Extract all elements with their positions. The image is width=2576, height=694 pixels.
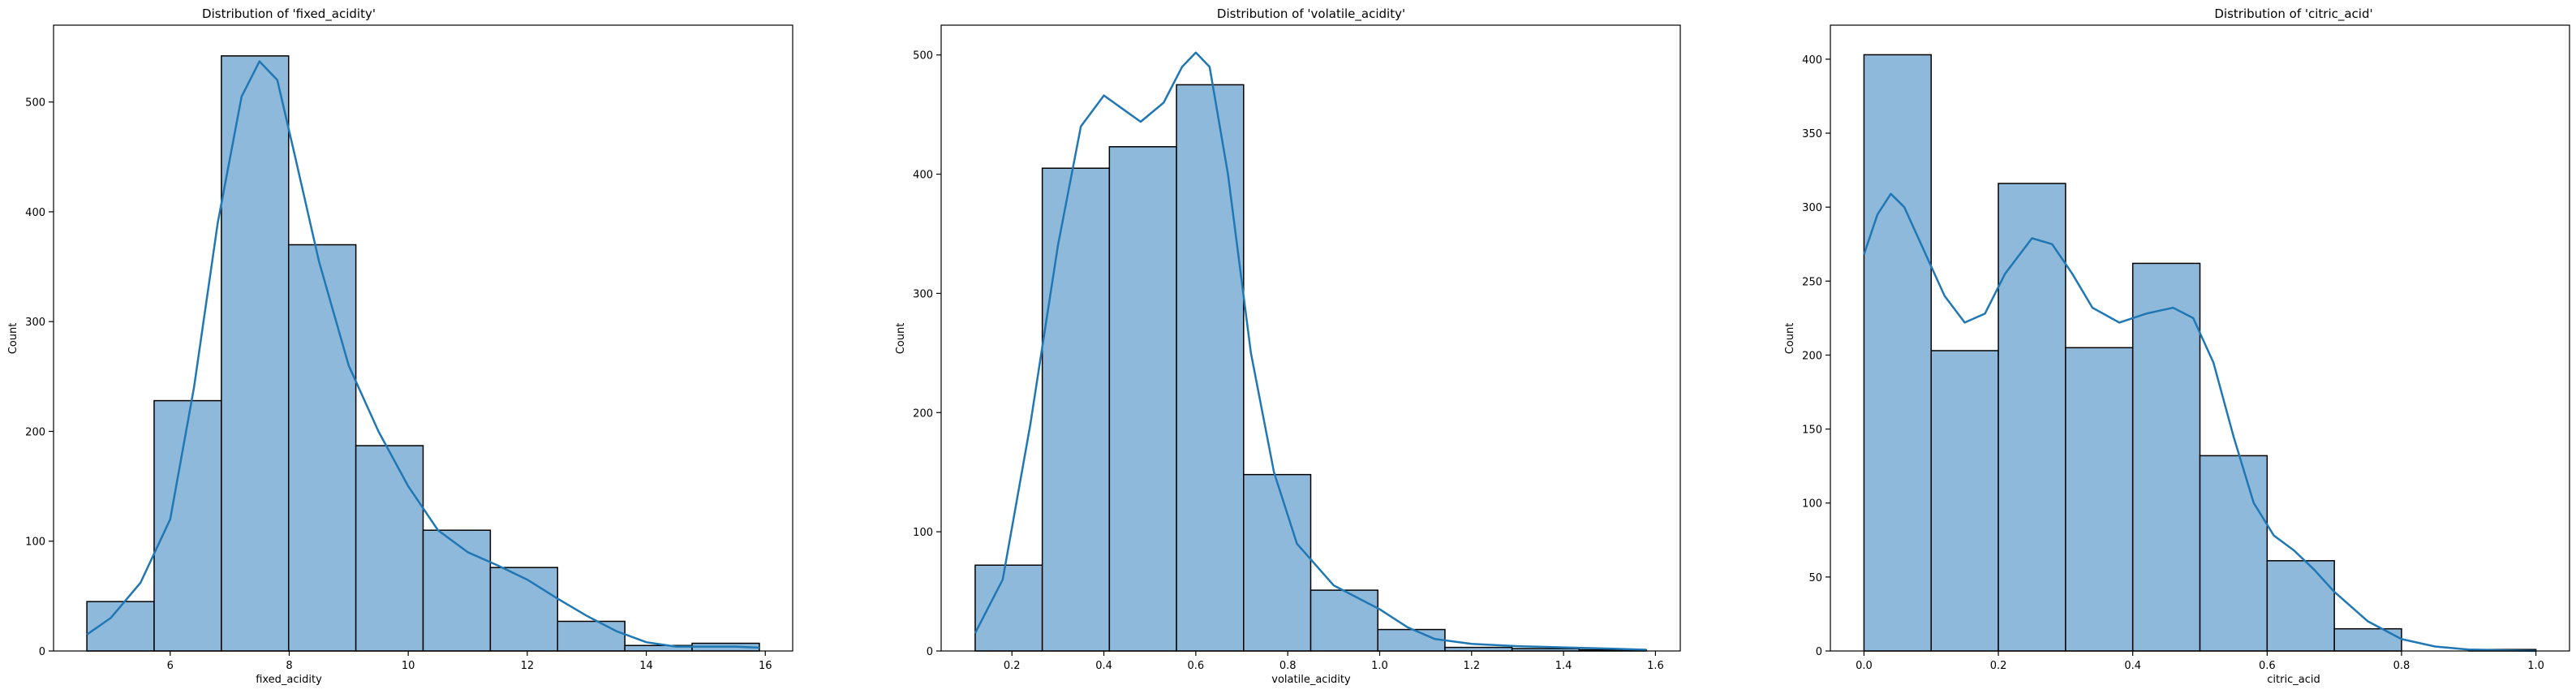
x-tick-label: 0.8 (1279, 660, 1297, 672)
subplot-citric-acid: Distribution of 'citric_acid' citric_aci… (1784, 6, 2570, 686)
y-tick-label: 100 (25, 537, 45, 549)
y-tick-label: 100 (913, 527, 933, 539)
histogram-bar (2065, 347, 2134, 652)
y-axis-label: Count (7, 323, 19, 355)
histogram-bar (86, 601, 155, 652)
x-tick-label: 1.2 (1463, 660, 1480, 672)
y-tick-label: 200 (25, 426, 45, 438)
histogram-bar (1310, 589, 1378, 652)
y-tick-label: 300 (913, 288, 933, 300)
y-tick-label: 200 (1802, 350, 1822, 362)
y-tick-label: 400 (913, 170, 933, 182)
x-tick-label: 8 (286, 660, 292, 672)
chart-title: Distribution of 'volatile_acidity' (1217, 6, 1405, 22)
y-axis-label: Count (895, 323, 907, 355)
histogram-bar (1377, 628, 1446, 652)
y-tick-label: 500 (25, 97, 45, 110)
y-axis-label: Count (1784, 323, 1796, 355)
x-tick-label: 1.0 (1371, 660, 1388, 672)
y-tick-label: 300 (1802, 202, 1822, 214)
histogram-bar (221, 55, 290, 652)
axes-frame (940, 24, 1681, 652)
x-tick-label: 1.0 (2527, 660, 2544, 672)
subplot-volatile-acidity: Distribution of 'volatile_acidity' volat… (895, 6, 1681, 686)
x-tick-label: 1.6 (1647, 660, 1664, 672)
histogram-bar (974, 564, 1043, 652)
histogram-bar (2131, 262, 2201, 652)
y-tick-label: 0 (1816, 646, 1822, 658)
y-tick-label: 350 (1802, 128, 1822, 140)
y-tick-label: 150 (1802, 425, 1822, 437)
x-tick-label: 1.4 (1555, 660, 1572, 672)
y-tick-label: 0 (927, 646, 933, 658)
x-tick-label: 14 (639, 660, 653, 672)
histogram-bar (2333, 627, 2402, 652)
x-tick-label: 0.4 (1095, 660, 1112, 672)
x-axis-label: fixed_acidity (256, 674, 322, 686)
histogram-bar (1041, 167, 1111, 652)
x-tick-label: 0.4 (2124, 660, 2141, 672)
histogram-bar (557, 620, 626, 652)
histogram-bar (1444, 646, 1513, 652)
axes-frame (1830, 24, 2570, 652)
x-tick-label: 12 (521, 660, 535, 672)
histogram-bar (1176, 84, 1245, 652)
histogram-bar (1998, 183, 2066, 652)
histogram-bar (1108, 146, 1177, 652)
y-tick-label: 50 (1808, 572, 1822, 584)
histogram-bar (2266, 560, 2335, 652)
x-tick-label: 0.2 (1004, 660, 1021, 672)
y-tick-label: 400 (1802, 54, 1822, 67)
histogram-bar (1930, 350, 1999, 652)
histogram-bar (355, 445, 424, 652)
y-tick-label: 500 (913, 50, 933, 63)
x-tick-label: 0.2 (1990, 660, 2007, 672)
y-tick-label: 300 (25, 317, 45, 329)
histogram-bar (422, 529, 492, 652)
histogram-bar (489, 567, 559, 652)
chart-title: Distribution of 'fixed_acidity' (202, 6, 376, 22)
histogram-bar (1863, 54, 1932, 652)
x-axis-label: citric_acid (2267, 674, 2320, 686)
histogram-bars (1863, 54, 2537, 652)
y-tick-label: 200 (913, 407, 933, 420)
histogram-bar (153, 399, 222, 652)
y-tick-label: 0 (39, 646, 45, 658)
histogram-bar (2199, 455, 2269, 652)
kde-line (86, 60, 759, 649)
histogram-bars (86, 55, 760, 652)
y-tick-label: 100 (1802, 498, 1822, 511)
kde-line (1863, 192, 2536, 653)
x-tick-label: 6 (167, 660, 174, 672)
x-tick-label: 16 (759, 660, 772, 672)
y-tick-label: 400 (25, 207, 45, 219)
x-tick-label: 10 (402, 660, 415, 672)
chart-title: Distribution of 'citric_acid' (2214, 6, 2372, 22)
histogram-bar (1243, 473, 1312, 652)
x-tick-label: 0.0 (1856, 660, 1873, 672)
subplot-fixed-acidity: Distribution of 'fixed_acidity' fixed_ac… (7, 6, 793, 686)
x-tick-label: 0.6 (2259, 660, 2276, 672)
histogram-bars (974, 84, 1647, 652)
x-tick-label: 0.6 (1188, 660, 1205, 672)
axes-frame (53, 24, 793, 652)
histogram-bar (287, 244, 357, 652)
x-tick-label: 0.8 (2393, 660, 2410, 672)
x-axis-label: volatile_acidity (1271, 674, 1351, 686)
y-tick-label: 250 (1802, 276, 1822, 288)
kde-line (974, 51, 1647, 651)
